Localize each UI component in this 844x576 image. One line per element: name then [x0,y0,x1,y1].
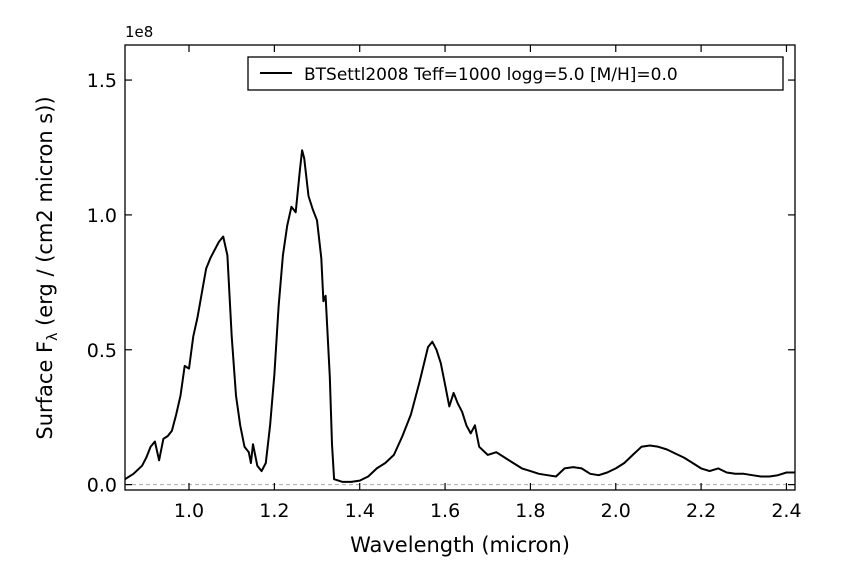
x-axis-title: Wavelength (micron) [350,533,570,557]
y-tick-label: 0.5 [87,340,117,362]
y-axis-title: Surface Fλ (erg / (cm2 micron s)) [33,96,61,439]
x-axis-ticks: 1.0 1.2 1.4 1.6 1.8 2.0 2.2 2.4 [174,45,802,522]
x-tick-label: 1.0 [174,500,204,522]
x-tick-label: 2.2 [686,500,716,522]
x-tick-label: 2.0 [601,500,631,522]
y-tick-label: 1.0 [87,205,117,227]
series-line-0 [124,149,795,483]
y-tick-label: 1.5 [87,70,117,92]
y-axis-ticks: 0.0 0.5 1.0 1.5 [87,70,795,497]
x-tick-label: 1.4 [345,500,375,522]
x-tick-label: 2.4 [771,500,801,522]
y-axis-title-units: (erg / (cm2 micron s)) [33,96,57,332]
y-tick-label: 0.0 [87,475,117,497]
x-tick-label: 1.8 [515,500,545,522]
legend-label: BTSettl2008 Teff=1000 logg=5.0 [M/H]=0.0 [304,65,678,85]
y-axis-title-main: Surface F [33,341,57,440]
plot-area-frame [124,44,796,491]
series-lines [124,149,795,483]
y-axis-title-subscript: λ [45,333,61,341]
legend: BTSettl2008 Teff=1000 logg=5.0 [M/H]=0.0 [247,56,784,91]
y-offset-label: 1e8 [125,23,153,41]
legend-box [247,56,784,91]
x-tick-label: 1.6 [430,500,460,522]
x-tick-label: 1.2 [259,500,289,522]
